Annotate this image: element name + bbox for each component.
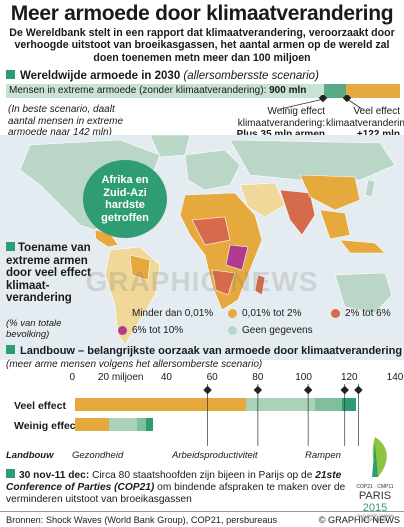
row-label-weinig: Weinig effect bbox=[14, 420, 80, 432]
best-case-note: (In beste scenario, daalt aantal mensen … bbox=[8, 104, 124, 138]
row-label-veel: Veel effect bbox=[14, 400, 66, 412]
axis-tick: 120 bbox=[340, 372, 358, 383]
bar-label: Mensen in extreme armoede (zonder klimaa… bbox=[9, 85, 307, 96]
sources: Bronnen: Shock Waves (World Bank Group),… bbox=[6, 515, 278, 525]
legend-item: Minder dan 0,01% bbox=[118, 308, 213, 319]
legend-dot bbox=[118, 326, 127, 335]
category-label: Gezondheid bbox=[72, 450, 124, 461]
axis-tick: 140 bbox=[386, 372, 404, 383]
axis-tick: 100 bbox=[295, 372, 312, 383]
green-square-icon bbox=[6, 469, 15, 478]
bar-segment-base bbox=[6, 84, 324, 98]
map-heading: Toename van extreme armen door veel effe… bbox=[6, 242, 91, 305]
axis-tick: 60 bbox=[206, 372, 218, 383]
category-label: Landbouw bbox=[6, 450, 54, 461]
eiffel-leaf-icon bbox=[372, 437, 387, 477]
cop21-logo: COP21 · CMP11 PARIS 2015 UN CLIMATE CHAN… bbox=[348, 435, 402, 522]
chart-axis: 0 20 miljoen 40 60 80 100 120 140 bbox=[69, 370, 403, 386]
bar-landbouw-0 bbox=[75, 398, 247, 411]
weak-effect-label: Weinig effect klimaatverandering: Plus 35… bbox=[236, 106, 325, 140]
bar-segment-weak bbox=[324, 84, 346, 98]
legend-dot bbox=[228, 326, 237, 335]
axis-tick: 80 bbox=[252, 372, 264, 383]
legend-item: 6% tot 10% bbox=[118, 325, 183, 336]
bar-rampen-1 bbox=[145, 418, 153, 431]
green-square-icon bbox=[6, 242, 15, 251]
bar-arbeidsproductiviteit-0 bbox=[315, 398, 343, 411]
guide-marker bbox=[354, 385, 363, 395]
landbouw-note: (meer arme mensen volgens het allersombe… bbox=[6, 359, 263, 370]
axis-tick: 0 bbox=[69, 372, 75, 383]
bar-pointers bbox=[279, 95, 363, 110]
map-note: (% van totale bevolking) bbox=[6, 318, 62, 340]
legend-item: 0,01% tot 2% bbox=[228, 308, 301, 319]
legend-item: 2% tot 6% bbox=[331, 308, 391, 319]
legend-dot bbox=[118, 309, 127, 318]
legend-dot bbox=[228, 309, 237, 318]
page-title: Meer armoede door klimaatverandering bbox=[10, 2, 394, 25]
footer: Bronnen: Shock Waves (World Bank Group),… bbox=[0, 511, 404, 527]
bar-gezondheid-0 bbox=[246, 398, 315, 411]
africa-asia-bubble: Afrika en Zuid-Azi hardste getroffen bbox=[83, 160, 167, 238]
watermark: GRAPHIC NEWS bbox=[85, 266, 319, 297]
green-square-icon bbox=[6, 70, 15, 79]
cop21-text: 30 nov-11 dec: Circa 80 staatshoofden zi… bbox=[6, 469, 346, 506]
category-label: Arbeidsproductiviteit bbox=[172, 450, 258, 461]
poverty-2030-bar: Mensen in extreme armoede (zonder klimaa… bbox=[6, 84, 400, 98]
guide-marker bbox=[303, 385, 313, 395]
guide-marker bbox=[253, 385, 263, 395]
bar-rampen-0 bbox=[342, 398, 357, 411]
map-legend: Minder dan 0,01% 0,01% tot 2% 2% tot 6% … bbox=[118, 308, 402, 338]
landbouw-heading: Landbouw – belangrijkste oorzaak van arm… bbox=[6, 345, 402, 358]
bar-arbeidsproductiviteit-1 bbox=[136, 418, 146, 431]
guide-marker bbox=[340, 385, 349, 395]
bar-landbouw-1 bbox=[75, 418, 110, 431]
guide-marker bbox=[203, 385, 212, 395]
copyright: © GRAPHIC NEWS bbox=[318, 515, 400, 525]
bar-gezondheid-1 bbox=[109, 418, 137, 431]
section-2030-heading: Wereldwijde armoede in 2030 (allersomber… bbox=[6, 70, 319, 83]
legend-dot bbox=[331, 309, 340, 318]
axis-tick: 20 miljoen bbox=[97, 372, 144, 383]
green-square-icon bbox=[6, 345, 15, 354]
bar-segment-strong bbox=[346, 84, 400, 98]
intro-text: De Wereldbank stelt in een rapport dat k… bbox=[9, 27, 395, 64]
category-label: Rampen bbox=[305, 450, 341, 461]
axis-tick: 40 bbox=[160, 372, 172, 383]
chart-guides bbox=[203, 384, 363, 446]
legend-item: Geen gegevens bbox=[228, 325, 313, 336]
